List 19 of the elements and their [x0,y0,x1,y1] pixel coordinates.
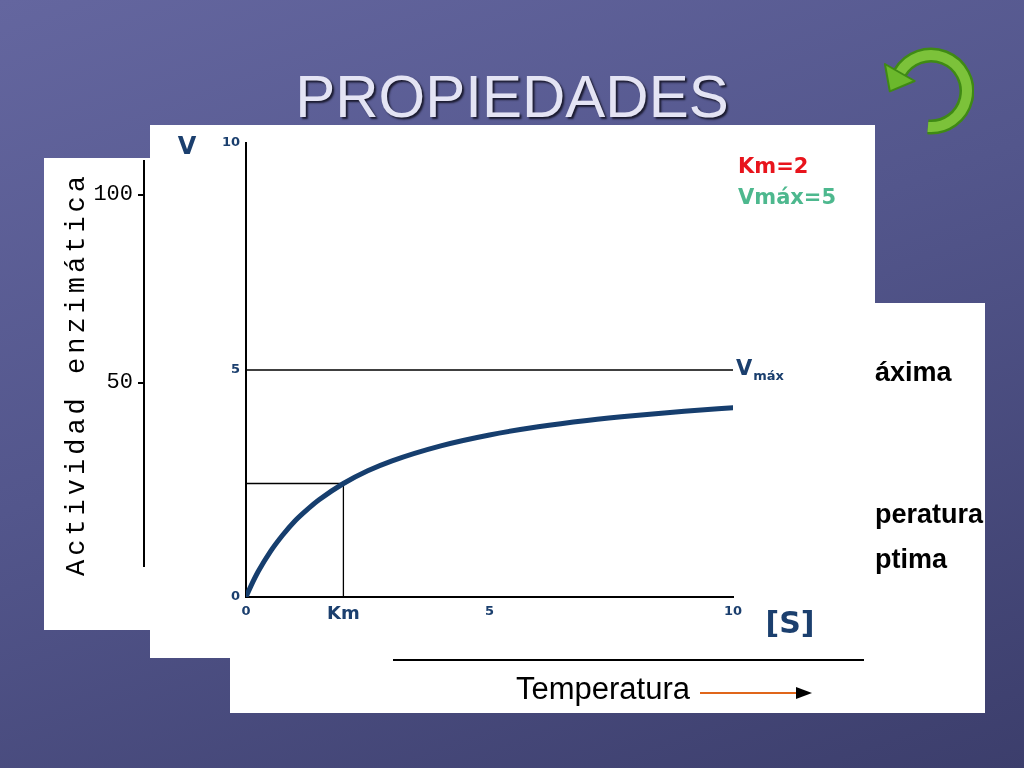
text: Km=2 [738,154,809,179]
text: Temperatura [516,671,691,706]
x-tick-label: 10 [723,602,743,618]
x-tick-label: 5 [484,602,495,618]
y-tick-label: 5 [230,361,240,377]
y-axis-title: V [177,132,197,161]
x-axis-title: [S] [765,604,815,640]
x-tick-label: Km [327,601,360,623]
x-tick-label: 0 [241,602,251,618]
text: peratura [875,499,984,529]
text: Vmáx=5 [738,185,837,210]
text: ptima [875,544,948,574]
text: 50 [106,370,133,395]
text: Actividad enzimática [62,171,92,577]
y-tick-label: 10 [221,134,240,150]
chart-title: PROPIEDADES [295,63,729,130]
text: 100 [93,182,133,207]
y-tick-label: 0 [230,588,240,604]
text: áxima [875,357,952,387]
